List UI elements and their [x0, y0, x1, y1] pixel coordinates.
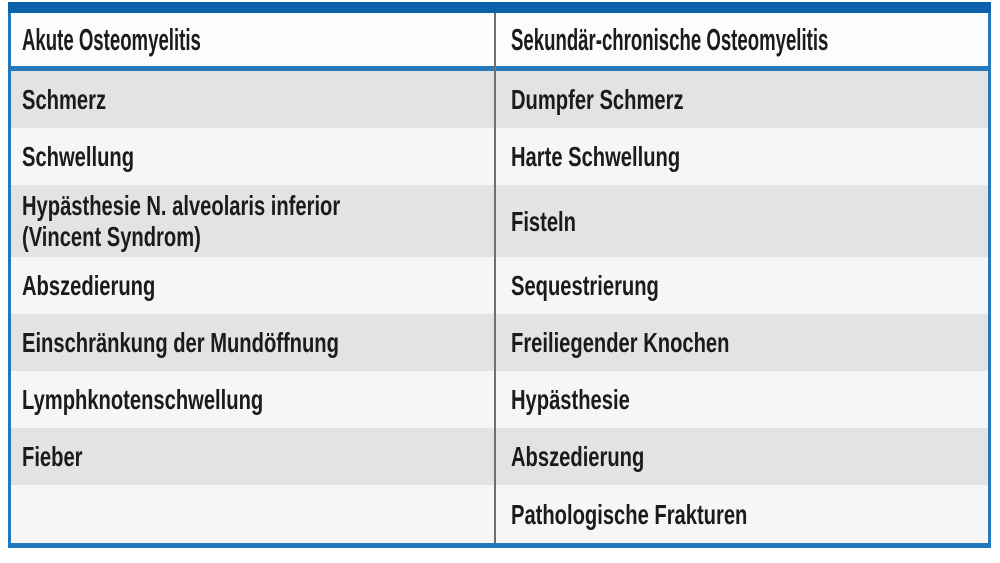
row-text: Einschränkung der Mundöffnung	[22, 327, 339, 358]
row-cell-right: Harte Schwellung	[499, 128, 988, 185]
row-text: Abszedierung	[511, 441, 645, 472]
row-cell-left: Hypästhesie N. alveolaris inferior (Vinc…	[11, 185, 497, 257]
row-text: Freiliegender Knochen	[511, 327, 730, 358]
row-text: Fieber	[22, 441, 83, 472]
table-row: Schmerz Dumpfer Schmerz	[11, 71, 988, 128]
row-text: Pathologische Frakturen	[511, 498, 748, 530]
row-cell-left: Fieber	[11, 428, 497, 485]
row-text: Abszedierung	[22, 270, 156, 301]
table-row: Einschränkung der Mundöffnung Freiliegen…	[11, 314, 988, 371]
table-row: Hypästhesie N. alveolaris inferior (Vinc…	[11, 185, 988, 257]
bottom-page-margin	[0, 548, 1000, 563]
header-label-acute: Akute Osteomyelitis	[22, 21, 201, 57]
table-row: Schwellung Harte Schwellung	[11, 128, 988, 185]
table-row: Abszedierung Sequestrierung	[11, 257, 988, 314]
row-cell-right: Fisteln	[499, 185, 988, 257]
row-cell-right: Abszedierung	[499, 428, 988, 485]
row-text: Harte Schwellung	[511, 141, 681, 172]
row-text: Sequestrierung	[511, 270, 659, 301]
column-divider	[494, 13, 496, 543]
row-text: Schmerz	[22, 84, 107, 115]
row-text: Dumpfer Schmerz	[511, 84, 684, 115]
row-cell-left: Einschränkung der Mundöffnung	[11, 314, 497, 371]
table-top-border	[8, 2, 991, 13]
row-cell-right: Dumpfer Schmerz	[499, 71, 988, 128]
row-cell-left: Lymphknotenschwellung	[11, 371, 497, 428]
table-row: Pathologische Frakturen	[11, 485, 988, 543]
row-cell-right: Hypästhesie	[499, 371, 988, 428]
table-row: Fieber Abszedierung	[11, 428, 988, 485]
row-cell-right: Freiliegender Knochen	[499, 314, 988, 371]
row-text: Lymphknotenschwellung	[22, 384, 264, 415]
table-rows: Schmerz Dumpfer Schmerz Schwellung Harte…	[11, 71, 988, 543]
row-cell-left: Abszedierung	[11, 257, 497, 314]
symptoms-table: Akute Osteomyelitis Sekundär-chronische …	[8, 2, 991, 548]
row-cell-left	[11, 485, 497, 543]
table-row: Lymphknotenschwellung Hypästhesie	[11, 371, 988, 428]
table-body-frame: Akute Osteomyelitis Sekundär-chronische …	[8, 13, 991, 548]
header-cell-acute: Akute Osteomyelitis	[11, 13, 497, 66]
row-cell-left: Schwellung	[11, 128, 497, 185]
row-text: Fisteln	[511, 205, 576, 237]
row-cell-right: Pathologische Frakturen	[499, 485, 988, 543]
row-cell-right: Sequestrierung	[499, 257, 988, 314]
header-label-chronic: Sekundär-chronische Osteomyelitis	[511, 21, 829, 57]
header-cell-chronic: Sekundär-chronische Osteomyelitis	[499, 13, 1000, 66]
row-cell-left: Schmerz	[11, 71, 497, 128]
table-header-row: Akute Osteomyelitis Sekundär-chronische …	[11, 13, 988, 71]
row-text: Hypästhesie N. alveolaris inferior (Vinc…	[22, 190, 341, 252]
row-text: Hypästhesie	[511, 384, 630, 415]
row-text: Schwellung	[22, 141, 135, 172]
